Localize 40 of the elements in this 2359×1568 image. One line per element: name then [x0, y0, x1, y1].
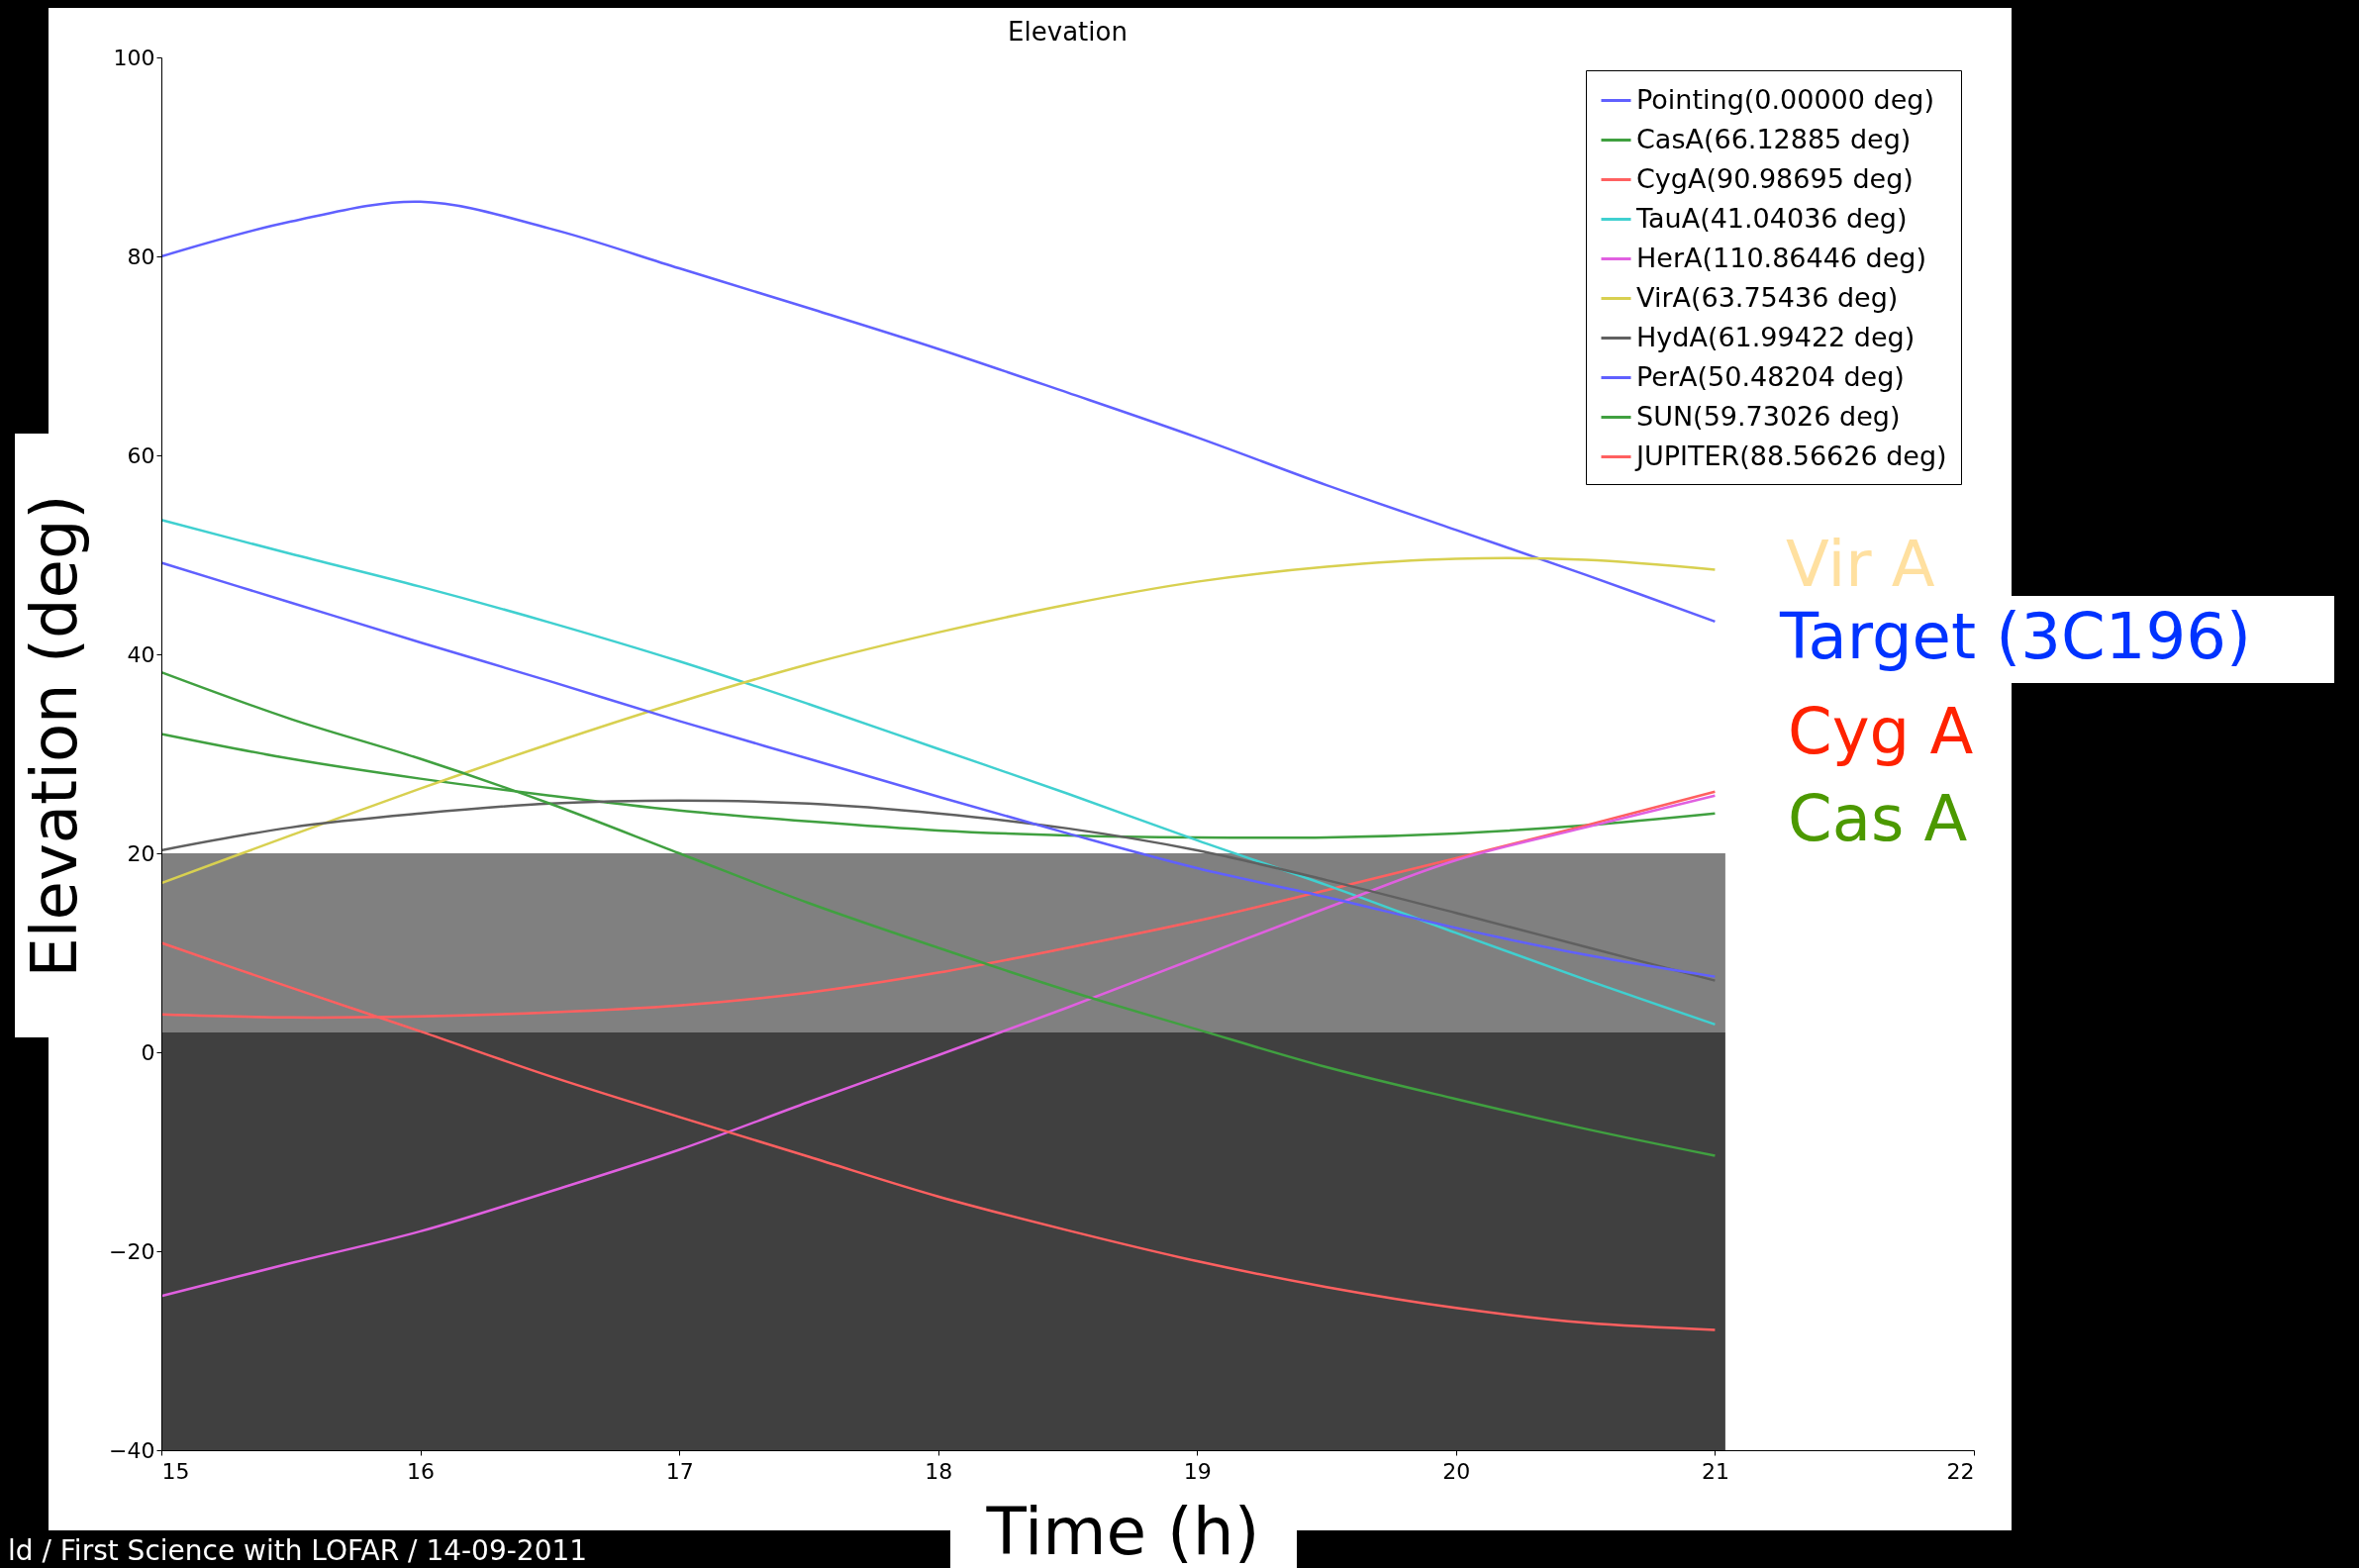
x-tick-label: 18 — [925, 1458, 953, 1484]
annotation: Vir A — [1786, 528, 1935, 601]
y-tick-label: 80 — [127, 244, 155, 269]
y-tick-label: 40 — [127, 641, 155, 667]
annotation: Cas A — [1788, 782, 1968, 855]
annotation: Cyg A — [1788, 695, 1974, 768]
chart-title: Elevation — [1008, 17, 1128, 47]
y-axis-title: Elevation (deg) — [17, 494, 91, 978]
legend-label: TauA(41.04036 deg) — [1635, 202, 1908, 234]
x-axis-title: Time (h) — [985, 1493, 1260, 1568]
x-tick-label: 20 — [1442, 1458, 1471, 1484]
x-tick-label: 15 — [161, 1458, 190, 1484]
legend-label: JUPITER(88.56626 deg) — [1634, 440, 1947, 471]
line-series — [159, 556, 1717, 885]
legend-label: HydA(61.99422 deg) — [1636, 321, 1916, 352]
line-series — [159, 561, 1717, 978]
legend-label: SUN(59.73026 deg) — [1636, 400, 1901, 432]
y-tick-label: −20 — [109, 1238, 155, 1264]
x-tick-label: 22 — [1946, 1458, 1975, 1484]
y-tick-label: 20 — [127, 840, 155, 866]
x-tick-label: 17 — [665, 1458, 694, 1484]
legend-label: Pointing(0.00000 deg) — [1636, 83, 1934, 115]
text: ld / First Science with LOFAR / 14-09-2011 — [8, 1534, 588, 1567]
x-tick-label: 16 — [407, 1458, 436, 1484]
x-tick-label: 21 — [1701, 1458, 1729, 1484]
y-tick-label: 60 — [127, 442, 155, 468]
y-tick-label: −40 — [109, 1437, 155, 1463]
legend-label: PerA(50.48204 deg) — [1636, 360, 1905, 392]
y-tick-label: 100 — [113, 45, 155, 70]
legend-label: CasA(66.12885 deg) — [1636, 123, 1912, 154]
line-series — [159, 670, 1717, 1157]
line-series — [159, 519, 1717, 1027]
legend-label: VirA(63.75436 deg) — [1636, 281, 1899, 313]
x-tick-label: 19 — [1183, 1458, 1212, 1484]
legend-label: CygA(90.98695 deg) — [1636, 162, 1914, 194]
line-series — [159, 794, 1717, 1298]
y-tick-label: 0 — [141, 1039, 155, 1065]
annotation: Target (3C196) — [1779, 600, 2251, 673]
line-series — [159, 799, 1717, 982]
legend-label: HerA(110.86446 deg) — [1636, 242, 1927, 273]
